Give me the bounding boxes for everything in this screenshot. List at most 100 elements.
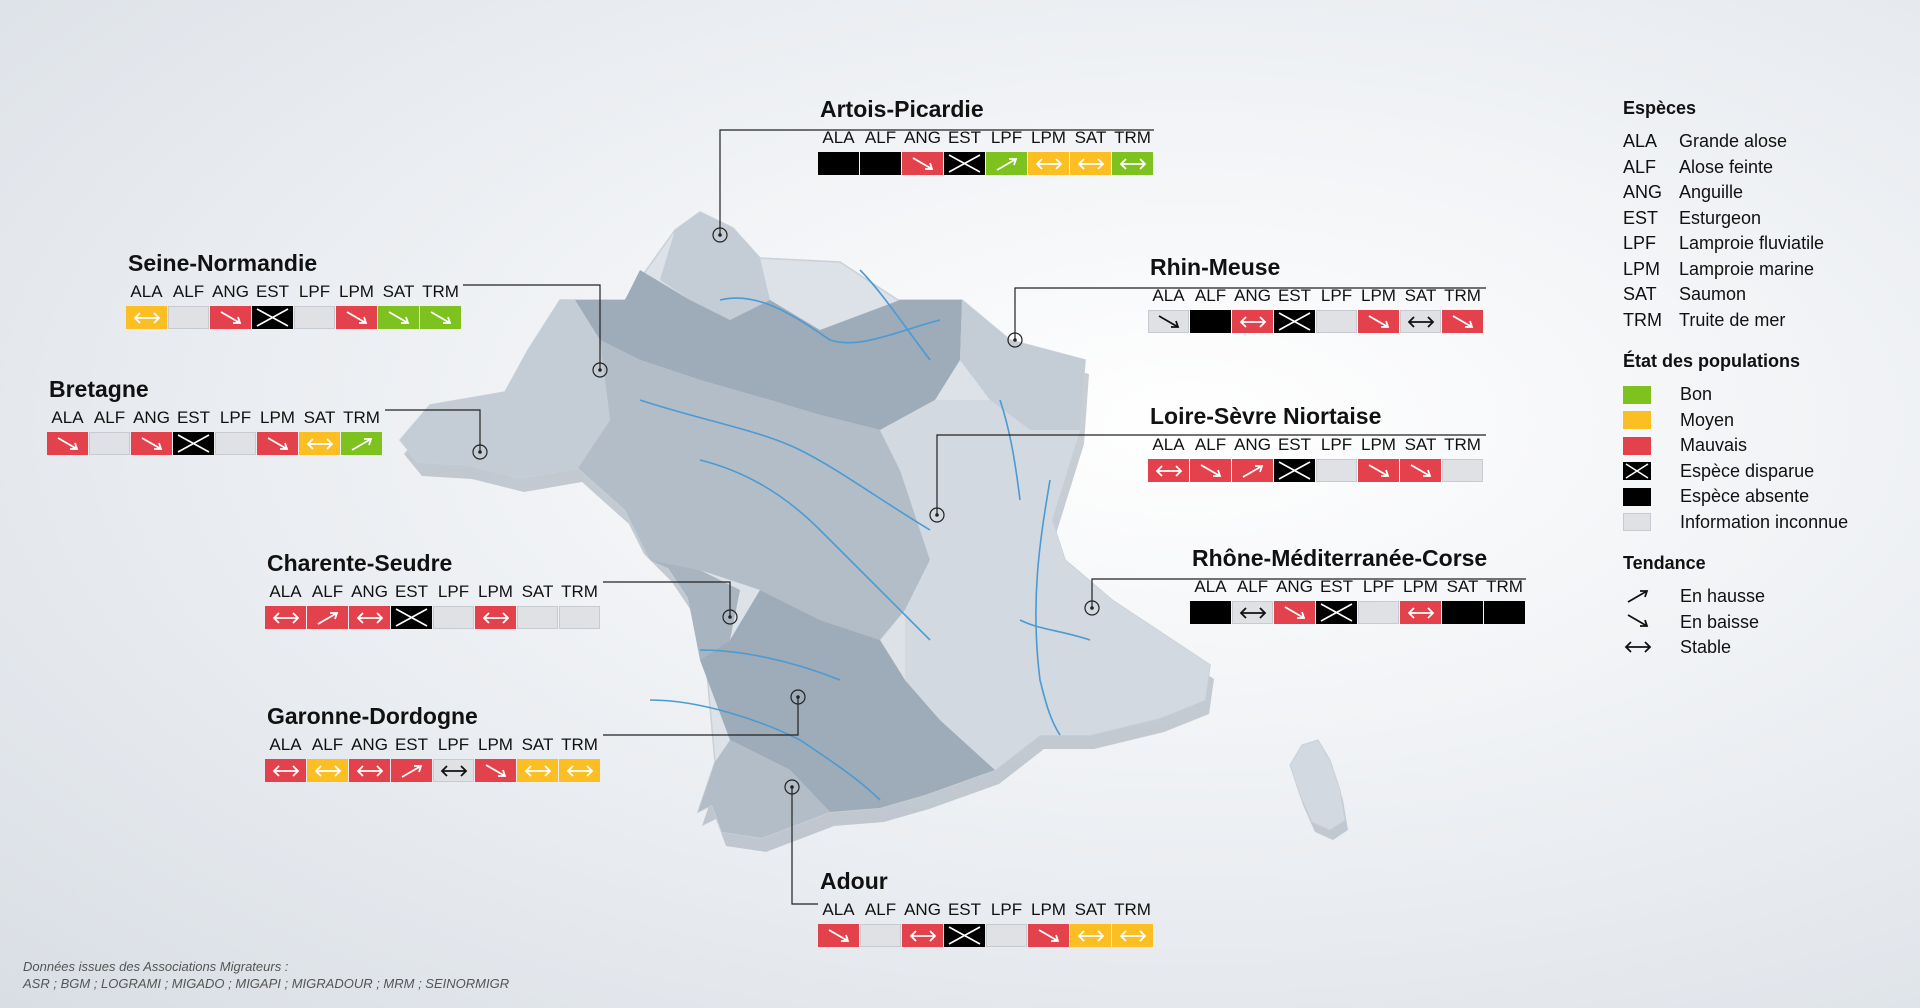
species-code-lpf: LPF	[1362, 577, 1395, 596]
species-code-ala: ALA	[269, 735, 302, 754]
species-code-est: EST	[255, 282, 290, 301]
location-pin-adour	[784, 779, 800, 795]
basin-seine-normandie	[575, 270, 962, 430]
species-code-ala: ALA	[1152, 435, 1185, 454]
region-rhone-mediterranee-corse: Rhône-Méditerranée-Corse ALA ALF ANG EST LPF L…	[1190, 545, 1525, 624]
region-title: Seine-Normandie	[128, 250, 318, 276]
status-cell-lpf	[1358, 601, 1399, 624]
trend-down-icon	[141, 436, 162, 450]
species-code-est: EST	[1319, 577, 1354, 596]
species-code-alf: ALF	[1194, 435, 1227, 454]
status-cell-trm	[1112, 152, 1153, 175]
species-code-est: EST	[1277, 286, 1312, 305]
location-pin-dot	[1013, 338, 1017, 342]
trend-down-icon	[912, 156, 933, 170]
status-cells-row	[1190, 601, 1525, 624]
species-code-trm: TRM	[422, 282, 459, 301]
trend-stable-icon	[1155, 464, 1182, 477]
trend-down-icon	[1368, 463, 1389, 477]
region-title: Charente-Seudre	[267, 550, 453, 576]
species-code-trm: TRM	[1444, 286, 1481, 305]
trend-stable-icon	[306, 437, 333, 450]
species-code-sat: SAT	[1404, 435, 1437, 454]
legend-swatch-moyen	[1623, 411, 1651, 430]
status-cell-sat	[1400, 310, 1441, 333]
status-cell-ang	[349, 759, 390, 782]
trend-stable-icon	[524, 764, 551, 777]
trend-stable-icon	[482, 611, 509, 624]
legend-species-name: Anguille	[1679, 182, 1744, 203]
status-cell-ala	[126, 306, 167, 329]
species-code-lpf: LPF	[437, 735, 470, 754]
species-header-row: ALA ALF ANG EST LPF LPM SAT TRM	[1190, 578, 1525, 596]
status-cell-est	[1316, 601, 1357, 624]
status-cell-est	[391, 759, 432, 782]
species-code-ang: ANG	[1276, 577, 1313, 596]
species-code-lpf: LPF	[298, 282, 331, 301]
trend-stable-icon	[133, 311, 160, 324]
status-cell-alf	[860, 152, 901, 175]
trend-stable-icon	[566, 764, 593, 777]
status-cell-alf	[307, 759, 348, 782]
status-cell-lpf	[215, 432, 256, 455]
trend-stable-icon	[356, 611, 383, 624]
species-code-alf: ALF	[864, 128, 897, 147]
status-cell-lpf	[1316, 459, 1357, 482]
status-cell-lpf	[294, 306, 335, 329]
species-code-lpf: LPF	[990, 128, 1023, 147]
status-cell-lpm	[1358, 459, 1399, 482]
species-code-trm: TRM	[1444, 435, 1481, 454]
species-code-ala: ALA	[130, 282, 163, 301]
status-cell-est	[391, 606, 432, 629]
cross-icon	[948, 154, 981, 173]
status-cell-trm	[1484, 601, 1525, 624]
region-artois-picardie: Artois-Picardie ALA ALF ANG EST LPF LPM SAT TRM	[818, 96, 1153, 175]
species-code-ala: ALA	[1152, 286, 1185, 305]
legend-species-code: EST	[1623, 207, 1659, 228]
status-cell-est	[944, 152, 985, 175]
species-code-est: EST	[394, 735, 429, 754]
status-cell-ang	[902, 924, 943, 947]
location-pin-dot	[790, 785, 794, 789]
status-cell-sat	[1070, 924, 1111, 947]
species-code-ang: ANG	[1234, 286, 1271, 305]
status-cell-sat	[517, 759, 558, 782]
species-code-ang: ANG	[904, 128, 941, 147]
trend-stable-icon	[1407, 606, 1434, 619]
species-code-alf: ALF	[93, 408, 126, 427]
region-adour: Adour ALA ALF ANG EST LPF LPM SAT TRM	[818, 868, 1153, 947]
legend-status-item: Espèce absente	[1623, 484, 1913, 510]
species-code-alf: ALF	[864, 900, 897, 919]
legend-species-code: ALA	[1623, 131, 1658, 152]
trend-down-icon	[267, 436, 288, 450]
legend-species-title: Espèces	[1623, 98, 1697, 118]
trend-down-icon	[1452, 314, 1473, 328]
location-pin-dot	[935, 513, 939, 517]
status-cell-trm	[1112, 924, 1153, 947]
legend-species-code: SAT	[1623, 284, 1657, 305]
status-cell-alf	[860, 924, 901, 947]
cross-icon	[1320, 603, 1353, 622]
trend-stable-icon	[909, 929, 936, 942]
legend-status-label: Mauvais	[1680, 435, 1748, 456]
trend-stable-icon	[356, 764, 383, 777]
species-code-alf: ALF	[1236, 577, 1269, 596]
status-cells-row	[47, 432, 382, 455]
status-cell-sat	[517, 606, 558, 629]
species-code-ang: ANG	[133, 408, 170, 427]
status-cell-alf	[1190, 310, 1231, 333]
species-code-lpf: LPF	[437, 582, 470, 601]
species-code-trm: TRM	[343, 408, 380, 427]
basin-bretagne	[400, 300, 610, 478]
status-cells-row	[818, 152, 1153, 175]
status-cells-row	[818, 924, 1153, 947]
legend-status-title: État des populations	[1623, 351, 1801, 371]
basin-garonne	[700, 590, 995, 812]
status-cell-alf	[1190, 459, 1231, 482]
legend-species-code: ALF	[1623, 156, 1657, 177]
species-code-lpm: LPM	[1031, 900, 1066, 919]
status-cell-sat	[378, 306, 419, 329]
legend-status-label: Bon	[1680, 384, 1713, 405]
species-header-row: ALA ALF ANG EST LPF LPM SAT TRM	[1148, 436, 1483, 454]
